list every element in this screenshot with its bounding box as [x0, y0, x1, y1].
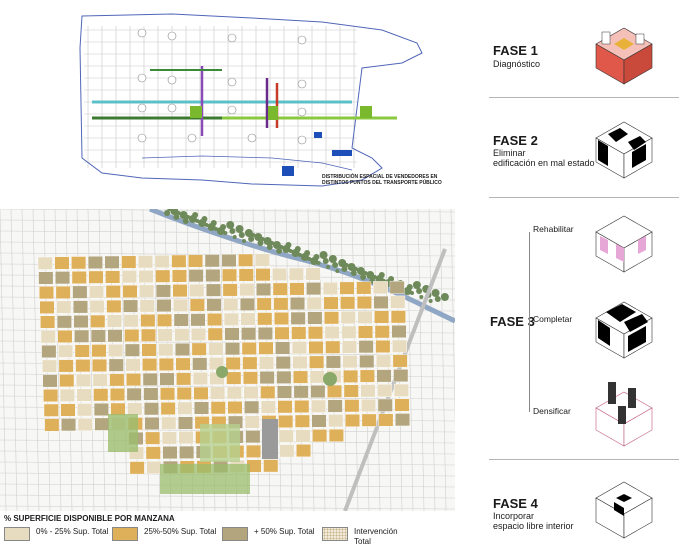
phase-3-densificar-illustration [595, 382, 653, 447]
phase-4-subtitle-line-2: espacio libre interior [493, 521, 574, 531]
phase-2-block-illustration [595, 121, 653, 179]
legend-title: % SUPERFICIE DISPONIBLE POR MANZANA [4, 514, 175, 523]
phase-3-step-rehabilitar: Rehabilitar [533, 224, 574, 234]
legend-item-low: 0% - 25% Sup. Total [4, 527, 108, 541]
phase-2-subtitle-line-1: Eliminar [493, 148, 526, 158]
legend-item-mid: 25%-50% Sup. Total [112, 527, 216, 541]
phase-1-subtitle: Diagnóstico [493, 59, 541, 69]
phase-2-title: FASE 2 [493, 133, 538, 148]
legend-label-high: + 50% Sup. Total [254, 527, 315, 536]
legend-swatch-mid [112, 527, 138, 541]
legend-label-total: Intervención Total [354, 527, 398, 546]
top-map: DISTRIBUCIÓN ESPACIAL DE VENDEDORES EN D… [22, 8, 450, 194]
phase-1-title: FASE 1 [493, 43, 538, 58]
phase-4-subtitle-line-1: Incorporar [493, 511, 535, 521]
legend-label-mid: 25%-50% Sup. Total [144, 527, 217, 536]
divider-3 [489, 459, 679, 460]
phase-3-rehabilitar-illustration [595, 215, 653, 273]
phase-4-title: FASE 4 [493, 496, 538, 511]
caption-line-1: DISTRIBUCIÓN ESPACIAL DE VENDEDORES EN [322, 174, 438, 180]
top-map-caption: DISTRIBUCIÓN ESPACIAL DE VENDEDORES EN D… [322, 174, 442, 186]
phase-4-block-illustration [595, 481, 653, 539]
legend-label-low: 0% - 25% Sup. Total [36, 527, 109, 536]
legend-swatch-total [322, 527, 348, 541]
divider-2 [489, 197, 679, 198]
legend-swatch-high [222, 527, 248, 541]
legend-item-high: + 50% Sup. Total [222, 527, 315, 541]
phase-1-block-illustration [595, 27, 653, 85]
legend-item-total: Intervención Total [322, 527, 398, 547]
phase-3-step-completar: Completar [533, 314, 573, 324]
caption-line-2: DISTINTOS PUNTOS DEL TRANSPORTE PÚBLICO [322, 180, 442, 186]
phase-3-title: FASE 3 [490, 314, 535, 329]
phase-3-completar-illustration [595, 301, 653, 359]
divider-1 [489, 97, 679, 98]
phase-2-subtitle-line-2: edificación en mal estado [493, 158, 595, 168]
phase-3-bracket [529, 232, 530, 412]
phase-3-step-densificar: Densificar [533, 406, 571, 416]
main-map [0, 209, 455, 511]
legend-swatch-low [4, 527, 30, 541]
